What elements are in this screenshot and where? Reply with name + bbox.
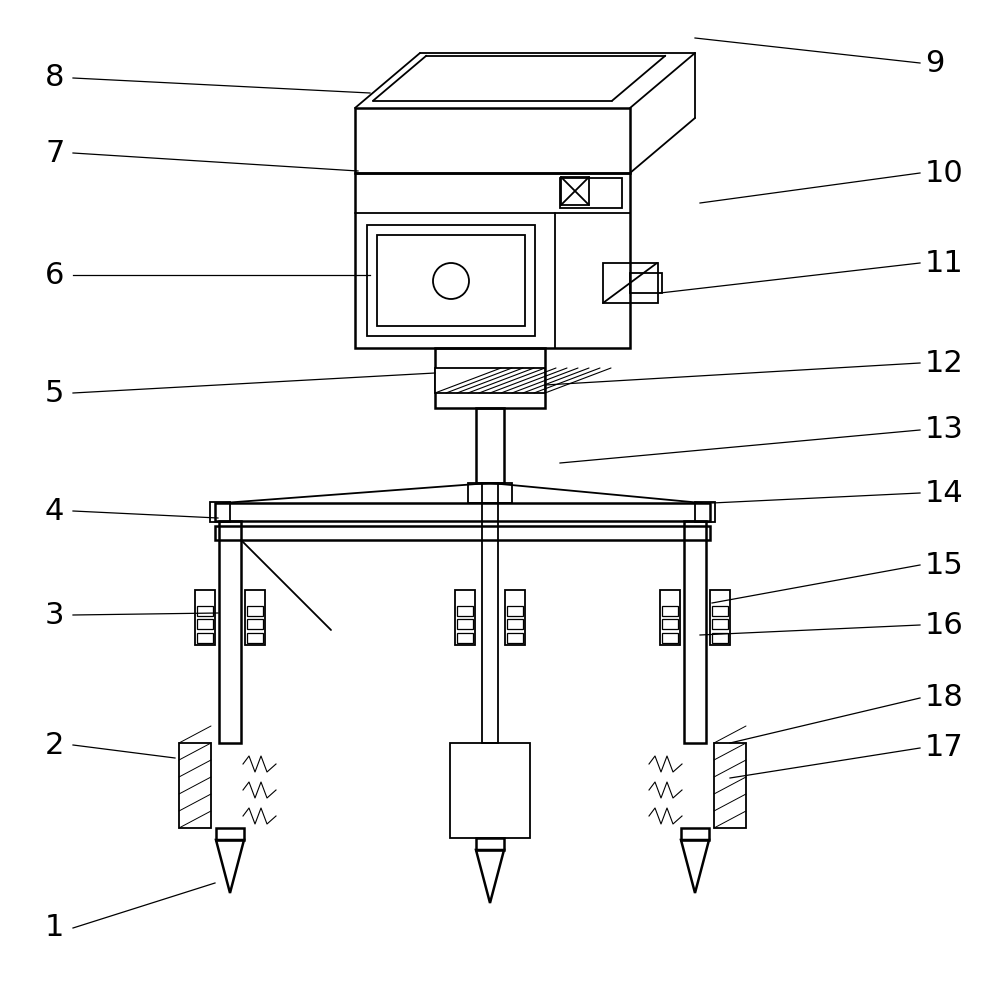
Bar [455,590,475,645]
Bar [247,620,263,630]
Bar [695,502,715,522]
Text: 1: 1 [45,914,64,942]
Bar [561,177,589,205]
Text: 4: 4 [45,496,64,525]
Text: 12: 12 [925,349,964,377]
Bar [377,235,525,326]
Bar [476,408,504,483]
Bar [219,521,241,743]
Text: 5: 5 [45,378,64,407]
Bar [710,590,730,645]
Text: 14: 14 [925,479,964,507]
Bar [215,526,710,540]
Bar [660,590,680,645]
Text: 18: 18 [925,683,964,713]
Bar [560,178,622,208]
Bar [210,502,230,522]
Text: 3: 3 [45,601,64,630]
Bar [435,348,545,408]
Text: 13: 13 [925,415,964,445]
Bar [197,620,213,630]
Bar [712,620,728,630]
Bar [245,590,265,645]
Bar [247,606,263,616]
Bar [457,606,473,616]
Bar [197,634,213,643]
Text: 2: 2 [45,731,64,760]
Bar [662,606,678,616]
Bar [712,634,728,643]
Bar [714,743,746,828]
Bar [507,620,523,630]
Bar [476,838,504,850]
Text: 8: 8 [45,64,64,92]
Bar [247,634,263,643]
Bar [179,743,211,828]
Text: 16: 16 [925,611,964,639]
Bar [216,828,244,840]
Bar [215,503,710,521]
Bar [355,173,630,348]
Bar [468,483,512,503]
Bar [457,634,473,643]
Text: 6: 6 [45,260,64,290]
Bar [662,620,678,630]
Bar [662,634,678,643]
Bar [355,108,630,173]
Bar [195,590,215,645]
Bar [482,483,498,743]
Bar [507,606,523,616]
Text: 15: 15 [925,550,964,580]
Bar [197,606,213,616]
Bar [681,828,709,840]
Bar [450,743,530,838]
Text: 10: 10 [925,159,964,188]
Bar [505,590,525,645]
Bar [367,225,535,336]
Bar [712,606,728,616]
Bar [630,273,662,293]
Text: 11: 11 [925,248,964,277]
Bar [507,634,523,643]
Text: 7: 7 [45,138,64,168]
Text: 17: 17 [925,734,964,763]
Bar [457,620,473,630]
Bar [603,263,658,303]
Bar [435,368,545,393]
Text: 9: 9 [925,49,944,77]
Bar [684,521,706,743]
